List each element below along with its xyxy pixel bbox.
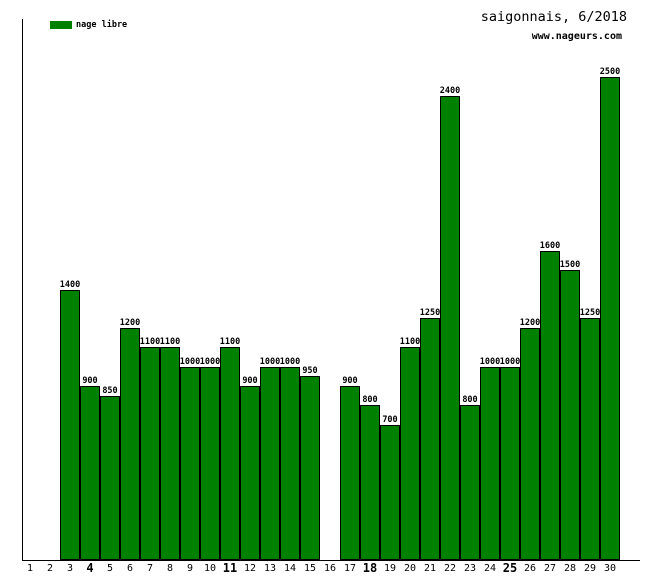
x-axis-label-27: 27 [543, 563, 557, 574]
bar-value-label-day-5: 850 [102, 386, 118, 396]
x-axis-label-2: 2 [46, 563, 54, 574]
x-axis-label-7: 7 [146, 563, 154, 574]
bar-day-13 [260, 367, 280, 560]
x-axis-label-6: 6 [126, 563, 134, 574]
bar-day-6 [120, 328, 140, 560]
bar-value-label-day-22: 2400 [439, 86, 461, 96]
bar-day-8 [160, 347, 180, 560]
bar-day-10 [200, 367, 220, 560]
bar-value-label-day-9: 1000 [179, 357, 201, 367]
x-axis-label-21: 21 [423, 563, 437, 574]
bar-day-27 [540, 251, 560, 560]
x-axis-label-18: 18 [362, 561, 378, 575]
x-axis-label-13: 13 [263, 563, 277, 574]
bar-day-23 [460, 405, 480, 560]
x-axis-label-11: 11 [222, 561, 238, 575]
bar-value-label-day-18: 800 [362, 395, 378, 405]
bar-day-19 [380, 425, 400, 560]
bar-value-label-day-26: 1200 [519, 318, 541, 328]
x-axis-label-19: 19 [383, 563, 397, 574]
x-axis-label-14: 14 [283, 563, 297, 574]
x-axis-label-1: 1 [26, 563, 34, 574]
bar-day-3 [60, 290, 80, 560]
bar-value-label-day-14: 1000 [279, 357, 301, 367]
x-axis-line [22, 560, 640, 561]
x-axis-label-23: 23 [463, 563, 477, 574]
x-axis-label-16: 16 [323, 563, 337, 574]
bar-day-4 [80, 386, 100, 560]
bar-day-12 [240, 386, 260, 560]
bar-value-label-day-24: 1000 [479, 357, 501, 367]
y-axis-line [22, 19, 23, 561]
bar-day-20 [400, 347, 420, 560]
bar-day-9 [180, 367, 200, 560]
bar-value-label-day-21: 1250 [419, 308, 441, 318]
x-axis-label-4: 4 [86, 561, 94, 575]
x-axis-label-12: 12 [243, 563, 257, 574]
bar-day-26 [520, 328, 540, 560]
legend-swatch [50, 21, 72, 29]
bar-day-29 [580, 318, 600, 560]
bar-day-24 [480, 367, 500, 560]
bar-day-28 [560, 270, 580, 560]
bar-day-22 [440, 96, 460, 560]
bar-day-11 [220, 347, 240, 560]
bar-value-label-day-30: 2500 [599, 67, 621, 77]
bar-day-25 [500, 367, 520, 560]
bar-day-21 [420, 318, 440, 560]
legend-label: nage libre [76, 20, 128, 30]
bar-value-label-day-15: 950 [302, 366, 318, 376]
bar-value-label-day-7: 1100 [139, 337, 161, 347]
x-axis-label-28: 28 [563, 563, 577, 574]
bar-value-label-day-19: 700 [382, 415, 398, 425]
bar-value-label-day-8: 1100 [159, 337, 181, 347]
bar-value-label-day-6: 1200 [119, 318, 141, 328]
bar-value-label-day-12: 900 [242, 376, 258, 386]
bar-value-label-day-20: 1100 [399, 337, 421, 347]
x-axis-label-9: 9 [186, 563, 194, 574]
x-axis-label-8: 8 [166, 563, 174, 574]
bar-value-label-day-25: 1000 [499, 357, 521, 367]
bar-value-label-day-10: 1000 [199, 357, 221, 367]
x-axis-label-25: 25 [502, 561, 518, 575]
bar-value-label-day-27: 1600 [539, 241, 561, 251]
bar-value-label-day-13: 1000 [259, 357, 281, 367]
x-axis-label-15: 15 [303, 563, 317, 574]
x-axis-label-5: 5 [106, 563, 114, 574]
x-axis-label-22: 22 [443, 563, 457, 574]
x-axis-label-20: 20 [403, 563, 417, 574]
chart-title: saigonnais, 6/2018 [480, 9, 627, 25]
bar-value-label-day-29: 1250 [579, 308, 601, 318]
x-axis-label-3: 3 [66, 563, 74, 574]
bar-day-14 [280, 367, 300, 560]
bar-day-17 [340, 386, 360, 560]
x-axis-label-10: 10 [203, 563, 217, 574]
x-axis-label-17: 17 [343, 563, 357, 574]
x-axis-label-30: 30 [603, 563, 617, 574]
bar-value-label-day-17: 900 [342, 376, 358, 386]
bar-day-30 [600, 77, 620, 560]
x-axis-label-26: 26 [523, 563, 537, 574]
bar-value-label-day-23: 800 [462, 395, 478, 405]
bar-day-7 [140, 347, 160, 560]
bar-day-15 [300, 376, 320, 560]
bar-value-label-day-28: 1500 [559, 260, 581, 270]
x-axis-label-29: 29 [583, 563, 597, 574]
bar-day-5 [100, 396, 120, 560]
bar-value-label-day-4: 900 [82, 376, 98, 386]
bar-value-label-day-11: 1100 [219, 337, 241, 347]
bar-value-label-day-3: 1400 [59, 280, 81, 290]
bar-day-18 [360, 405, 380, 560]
website-url: www.nageurs.com [531, 31, 622, 42]
x-axis-label-24: 24 [483, 563, 497, 574]
